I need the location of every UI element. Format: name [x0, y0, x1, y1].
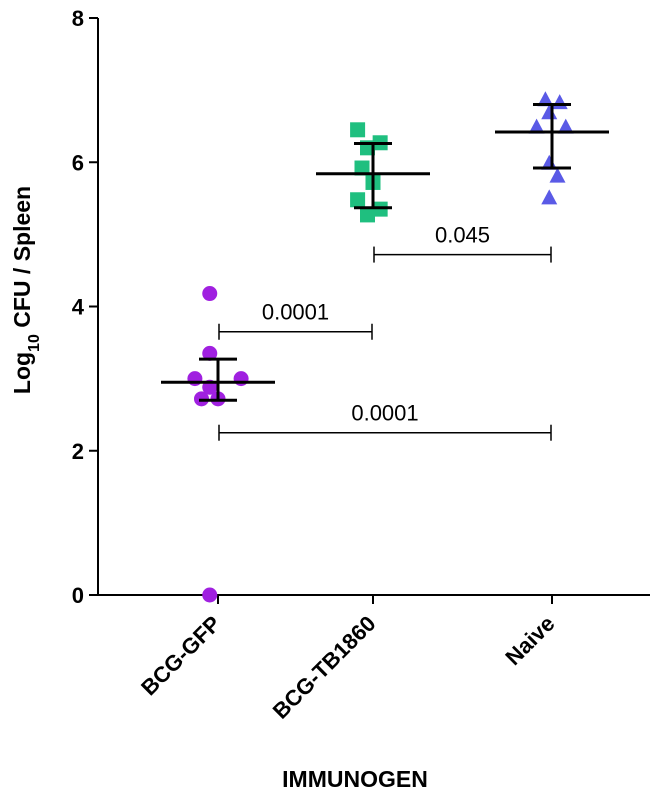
- data-point: [551, 94, 568, 110]
- data-point: [202, 345, 218, 361]
- y-tick-label: 0: [72, 583, 84, 608]
- data-points: [187, 91, 574, 603]
- y-axis-title-suffix: CFU / Spleen: [9, 186, 35, 334]
- y-tick-label: 2: [72, 439, 84, 464]
- error-bar-group: [161, 357, 275, 402]
- comparison-bracket: 0.0001: [218, 401, 552, 441]
- data-point: [202, 587, 218, 603]
- error-bars: [161, 103, 609, 402]
- data-point: [187, 371, 203, 387]
- data-point: [541, 189, 558, 205]
- axes: 0 2 4 6 8 BCG-GFP BCG-TB1860 Naive: [72, 6, 650, 724]
- p-value-label: 0.0001: [262, 300, 329, 325]
- x-tick-label: BCG-GFP: [136, 611, 225, 700]
- data-point: [557, 118, 574, 134]
- comparison-bracket: 0.045: [373, 223, 552, 263]
- y-tick-label: 8: [72, 6, 84, 31]
- data-point: [360, 207, 375, 223]
- comparison-brackets: 0.0001 0.045 0.0001: [218, 223, 552, 441]
- y-tick-label: 4: [72, 295, 85, 320]
- error-bar-group: [495, 103, 609, 170]
- p-value-label: 0.045: [435, 223, 490, 248]
- data-point: [528, 118, 545, 134]
- data-point: [350, 192, 366, 208]
- y-axis-title: Log10 CFU / Spleen: [9, 186, 43, 394]
- x-tick-label: BCG-TB1860: [268, 611, 381, 724]
- p-value-label: 0.0001: [351, 401, 418, 426]
- data-point: [549, 167, 566, 183]
- data-point: [537, 91, 554, 107]
- y-axis-title-prefix: Log: [9, 352, 35, 394]
- x-axis-title: IMMUNOGEN: [282, 766, 428, 792]
- error-bar-group: [316, 141, 430, 210]
- data-point: [202, 286, 218, 302]
- data-point: [350, 122, 366, 138]
- data-point: [354, 160, 370, 176]
- comparison-bracket: 0.0001: [218, 300, 373, 340]
- y-tick-label: 6: [72, 150, 84, 175]
- data-point: [233, 371, 249, 387]
- y-axis-title-subscript: 10: [26, 334, 43, 352]
- x-tick-label: Naive: [500, 611, 559, 670]
